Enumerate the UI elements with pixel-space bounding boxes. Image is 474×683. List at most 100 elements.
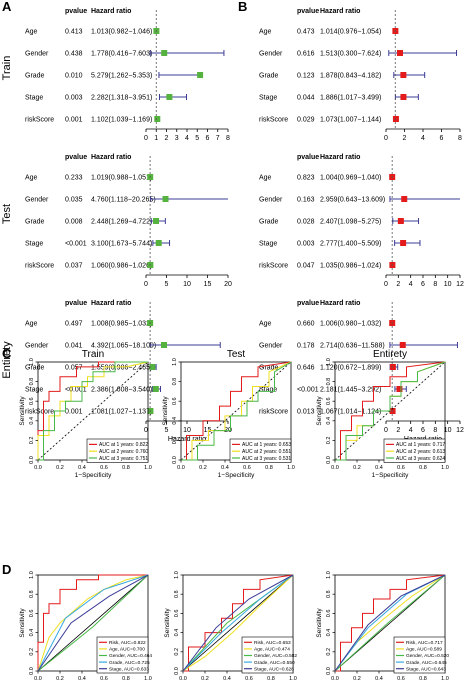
forest-tick-label: 4	[409, 427, 413, 434]
roc-y-axis-label: Sensitivity	[19, 396, 26, 426]
roc-x-tick-label: 1.0	[287, 465, 295, 471]
forest-plot-b-train: pvalue Hazard ratio Age 0.473 1.014(0.976−1.…	[259, 8, 462, 142]
forest-tick-label: 8	[226, 135, 230, 142]
roc-y-tick-label: 0.6	[174, 610, 180, 618]
forest-tick-label: 7	[216, 135, 220, 142]
forest-tick-label: 0	[384, 427, 388, 434]
roc-x-tick-label: 0.4	[375, 676, 383, 682]
forest-tick-label: 4	[421, 135, 425, 142]
forest-tick-label: 0	[144, 135, 148, 142]
roc-legend-box	[229, 438, 292, 463]
forest-row-pvalue: 0.044	[297, 95, 315, 102]
roc-curve	[335, 361, 446, 461]
forest-tick-label: 8	[433, 427, 437, 434]
forest-row-label: Stage	[259, 95, 277, 102]
forest-row-pvalue: 0.028	[297, 219, 315, 226]
forest-row-label: riskScore	[25, 117, 54, 124]
roc-legend-label: AUC at 2 years: 0.760	[99, 449, 148, 455]
forest-row-pvalue: 0.413	[65, 29, 83, 36]
roc-y-tick-label: 0.2	[174, 648, 180, 656]
roc-x-tick-label: 0.6	[397, 676, 405, 682]
forest-header-hr: Hazard ratio	[320, 8, 360, 15]
forest-row-hr-text: 2.959(0.643−13.609)	[320, 197, 385, 204]
forest-row-pvalue: 0.001	[65, 117, 83, 124]
forest-row-hr-text: 1.102(1.039−1.169)	[91, 117, 152, 124]
roc-y-axis-label: Sensitivity	[164, 608, 171, 638]
roc-legend-label: Stage, AUC=0.633	[109, 666, 149, 672]
roc-curve	[182, 574, 294, 672]
forest-tick-label: 0	[144, 281, 148, 288]
roc-curve	[182, 574, 294, 672]
roc-x-tick-label: 0.0	[34, 465, 42, 471]
roc-legend-label: Age, AUC=0.474	[254, 647, 290, 653]
cohort-label-test: Test	[1, 204, 13, 224]
roc-curve	[334, 574, 446, 672]
forest-header-pvalue: pvalue	[65, 8, 87, 15]
roc-x-tick-label: 1.0	[441, 465, 449, 471]
roc-x-tick-label: 0.8	[419, 676, 427, 682]
forest-tick-label: 8	[433, 281, 437, 288]
roc-legend-label: AUC at 1 years: 0.717	[396, 442, 445, 448]
forest-row-pvalue: 0.497	[65, 321, 83, 328]
forest-row-pvalue: 0.646	[297, 365, 315, 372]
forest-row-hr-text: 1.559(0.986−2.465)	[91, 365, 152, 372]
forest-tick-label: 10	[444, 281, 452, 288]
forest-tick-label: 10	[183, 281, 191, 288]
forest-point	[161, 50, 168, 56]
forest-row-label: Gender	[259, 197, 283, 204]
forest-header-hr: Hazard ratio	[320, 300, 360, 307]
roc-curve	[37, 574, 148, 671]
roc-legend-label: Risk, AUC=0.822	[109, 640, 146, 646]
forest-header-pvalue: pvalue	[297, 300, 319, 307]
forest-row-hr-text: 1.019(0.988−1.051)	[91, 175, 152, 182]
forest-row-label: Stage	[25, 95, 43, 102]
forest-point	[399, 342, 406, 348]
forest-tick-label: 5	[195, 135, 199, 142]
forest-row-hr-text: 1.008(0.985−1.032)	[91, 321, 152, 328]
roc-legend-box	[86, 438, 149, 463]
roc-x-tick-label: 0.0	[34, 676, 42, 682]
forest-header-hr: Hazard ratio	[91, 154, 131, 161]
roc-curve	[37, 574, 149, 672]
forest-row-label: Grade	[25, 73, 45, 80]
forest-tick-label: 12	[456, 281, 464, 288]
roc-y-tick-label: 0.0	[172, 456, 178, 464]
roc-curve	[181, 361, 292, 461]
forest-row-hr-text: 2.181(1.445−3.292)	[320, 387, 381, 394]
roc-y-tick-label: 0.8	[326, 378, 332, 386]
forest-row-label: Age	[259, 29, 272, 36]
forest-point	[396, 386, 403, 392]
roc-curve	[182, 574, 294, 672]
roc-y-tick-label: 0.4	[326, 629, 332, 637]
roc-x-tick-label: 0.4	[78, 676, 86, 682]
forest-tick-label: 2	[165, 135, 169, 142]
forest-row-label: Gender	[25, 51, 49, 58]
forest-row-label: riskScore	[25, 263, 54, 270]
forest-row-pvalue: 0.010	[65, 73, 83, 80]
forest-row-hr-text: 1.886(1.017−3.499)	[320, 95, 381, 102]
forest-header-hr: Hazard ratio	[91, 300, 131, 307]
roc-y-tick-label: 0.8	[326, 590, 332, 598]
forest-row-hr-text: 3.100(1.673−5.744)	[91, 241, 152, 248]
forest-tick-label: 1	[154, 135, 158, 142]
forest-row-label: Age	[259, 321, 272, 328]
forest-plot-a-train: pvalue Hazard ratio Age 0.413 1.013(0.982−1.…	[25, 8, 230, 142]
forest-point	[401, 196, 408, 202]
roc-y-tick-label: 0.8	[29, 378, 35, 386]
forest-header-hr: Hazard ratio	[320, 154, 360, 161]
roc-legend-label: Risk, AUC=0.653	[254, 640, 291, 646]
roc-x-tick-label: 1.0	[289, 676, 297, 682]
roc-y-tick-label: 0.6	[326, 397, 332, 405]
forest-row-pvalue: 0.029	[297, 117, 315, 124]
roc-curve	[37, 361, 149, 460]
roc-x-tick-label: 0.8	[267, 676, 275, 682]
forest-point	[396, 50, 403, 56]
roc-legend-label: AUC at 3 years: 0.624	[396, 456, 445, 462]
roc-diagonal	[37, 574, 149, 672]
forest-row-pvalue: 0.041	[65, 343, 83, 350]
